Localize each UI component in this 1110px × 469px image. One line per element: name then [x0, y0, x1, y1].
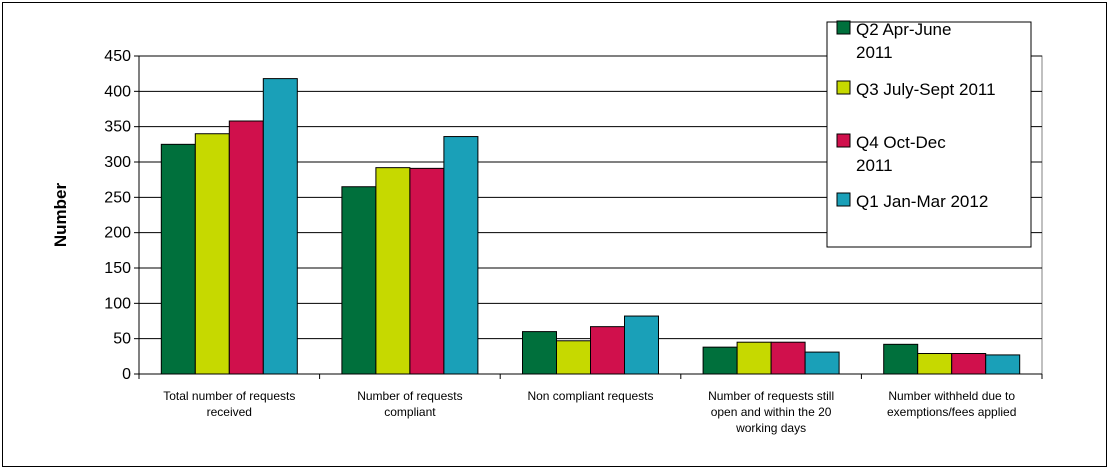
legend-swatch	[836, 20, 851, 35]
y-tick-label: 350	[104, 119, 131, 136]
y-tick-label: 200	[104, 225, 131, 242]
bar	[228, 120, 264, 375]
bar	[951, 353, 987, 375]
x-category-label-line: open and within the 20	[711, 405, 832, 419]
x-category-label-line: compliant	[384, 405, 436, 419]
legend-entry-line: Q2 Apr-June	[856, 20, 951, 39]
x-category-label-line: Number of requests still	[708, 389, 834, 403]
y-tick-label: 0	[122, 366, 131, 383]
bar	[624, 315, 659, 375]
bar	[736, 341, 772, 375]
legend-entry-line: Q4 Oct-Dec	[856, 133, 946, 152]
bar	[262, 78, 298, 375]
y-tick-label: 50	[113, 331, 131, 348]
bar	[985, 354, 1021, 375]
legend-entry: Q4 Oct-Dec 2011	[856, 133, 946, 175]
bar	[917, 353, 953, 375]
legend-entry-line: 2011	[856, 43, 893, 62]
x-category-label: Total number of requests received	[163, 389, 295, 419]
y-tick-label: 100	[104, 295, 131, 312]
bar	[590, 326, 625, 375]
y-tick-label: 300	[104, 154, 131, 171]
legend-entry: Q2 Apr-June 2011	[856, 20, 951, 62]
x-category-label-line: Number withheld due to	[888, 389, 1015, 403]
x-category-label-line: received	[207, 405, 252, 419]
legend-swatch	[836, 133, 851, 148]
bar	[409, 167, 445, 375]
y-tick-label: 450	[104, 48, 131, 65]
bar	[804, 351, 840, 375]
bar	[194, 133, 230, 375]
legend-swatch	[836, 192, 851, 207]
x-category-label-line: exemptions/fees applied	[887, 405, 1016, 419]
bar	[341, 186, 377, 375]
bar	[702, 346, 738, 375]
legend-entry-line: Q3 July-Sept 2011	[856, 80, 996, 99]
legend-entry-line: 2011	[856, 156, 893, 175]
y-axis-label: Number	[51, 183, 70, 248]
y-tick-label: 250	[104, 189, 131, 206]
bar	[160, 143, 196, 375]
bar	[522, 331, 557, 375]
x-category-label: Number of requests still open and within …	[708, 389, 834, 435]
bar	[883, 343, 919, 375]
bar	[375, 167, 411, 375]
x-category-label-line: Non compliant requests	[527, 389, 653, 403]
bar	[443, 136, 479, 375]
legend-entry-line: Q1 Jan-Mar 2012	[856, 192, 988, 211]
x-category-label: Number withheld due to exemptions/fees ap…	[887, 389, 1016, 419]
y-tick-label: 400	[104, 83, 131, 100]
legend-swatch	[836, 80, 851, 95]
y-tick-label: 150	[104, 260, 131, 277]
bar	[770, 341, 806, 375]
x-category-label: Non compliant requests	[527, 389, 653, 403]
bar	[556, 340, 591, 375]
legend-entry: Q3 July-Sept 2011	[856, 80, 996, 99]
x-category-label-line: Number of requests	[357, 389, 462, 403]
x-category-label-line: working days	[735, 421, 806, 435]
legend-box	[826, 21, 1032, 248]
x-category-label: Number of requests compliant	[357, 389, 462, 419]
legend-entry: Q1 Jan-Mar 2012	[856, 192, 988, 211]
x-category-label-line: Total number of requests	[163, 389, 295, 403]
